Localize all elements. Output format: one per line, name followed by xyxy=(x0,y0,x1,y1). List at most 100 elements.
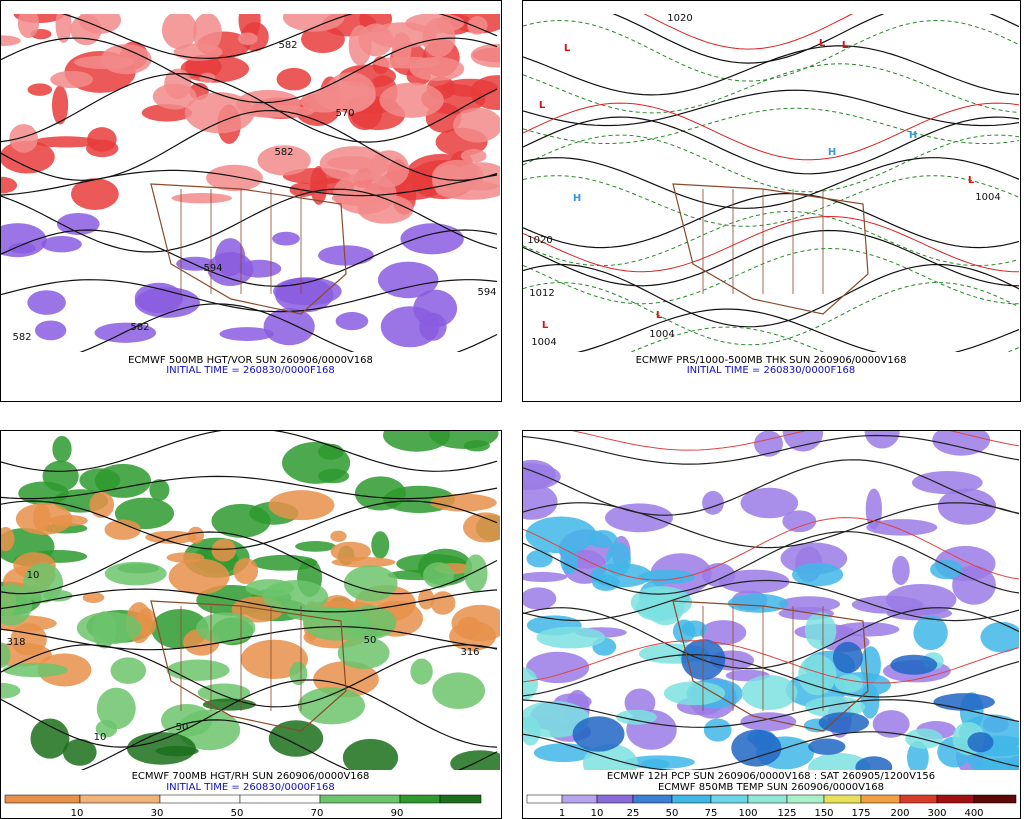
contour xyxy=(61,14,498,60)
field-blob xyxy=(94,322,157,343)
contour xyxy=(523,502,1019,549)
map-label: L xyxy=(842,40,849,51)
field-blob xyxy=(33,503,51,532)
field-blob xyxy=(912,470,983,495)
field-blob xyxy=(572,716,625,752)
field-blob xyxy=(740,487,799,519)
field-blob xyxy=(161,14,198,50)
contour xyxy=(79,303,498,352)
colorbar-swatch xyxy=(747,794,788,804)
field-blob xyxy=(337,636,390,670)
colorbar-swatch xyxy=(596,794,634,804)
map-label: 10 xyxy=(27,570,40,581)
colorbar-swatch xyxy=(936,794,975,804)
field-blob xyxy=(606,542,631,577)
field-blob xyxy=(295,541,336,552)
map-label: L xyxy=(819,38,826,49)
field-blob xyxy=(432,672,486,710)
field-blob xyxy=(526,550,553,568)
field-blob xyxy=(257,145,311,176)
field-blob xyxy=(168,558,230,595)
contour xyxy=(1,188,498,253)
field-blob xyxy=(206,164,263,192)
contour xyxy=(1,431,498,472)
field-blob xyxy=(808,738,846,755)
temp-contour xyxy=(523,102,1019,161)
contour xyxy=(523,699,1019,728)
field-blob xyxy=(523,463,561,491)
field-blob xyxy=(641,758,670,770)
field-blob xyxy=(536,626,606,649)
colorbar-swatch xyxy=(786,794,825,804)
field-blob xyxy=(855,756,893,770)
map-label: 594 xyxy=(477,287,496,298)
contour xyxy=(523,263,1019,328)
colorbar-label: 200 xyxy=(890,808,909,819)
field-blob xyxy=(192,14,222,53)
field-blob xyxy=(605,503,673,533)
field-blob xyxy=(104,561,167,586)
contour xyxy=(523,229,1019,287)
colorbar-swatch xyxy=(159,794,241,804)
map-label: L xyxy=(564,43,571,54)
colorbar-label: 50 xyxy=(231,808,244,819)
contour xyxy=(1,531,498,595)
map-label: 582 xyxy=(130,322,149,333)
colorbar-swatch xyxy=(319,794,401,804)
caption: ECMWF 500MB HGT/VOR SUN 260906/0000V168 xyxy=(128,355,373,366)
contour xyxy=(523,434,1019,465)
map-label: 50 xyxy=(176,722,189,733)
map-label: 570 xyxy=(335,108,354,119)
field-blob xyxy=(1,642,11,668)
field-blob xyxy=(523,700,590,738)
colorbar-label: 90 xyxy=(391,808,404,819)
colorbar-swatch xyxy=(632,794,673,804)
thickness-contour xyxy=(523,247,1019,305)
thickness-contour xyxy=(523,107,1019,144)
field-blob xyxy=(1,584,33,626)
field-blob xyxy=(719,569,790,594)
field-blob xyxy=(804,612,837,650)
field-blob xyxy=(51,85,69,125)
field-blob xyxy=(523,571,568,582)
colorbar-swatch xyxy=(710,794,749,804)
field-blob xyxy=(303,607,370,641)
field-blob xyxy=(703,718,732,742)
field-blob xyxy=(268,720,324,757)
contour xyxy=(1,588,498,613)
field-blob xyxy=(798,654,837,696)
field-blob xyxy=(663,681,726,706)
colorbar-swatch xyxy=(561,794,598,804)
map-label: H xyxy=(828,147,836,158)
field-blob xyxy=(410,658,433,685)
contour xyxy=(1,279,498,313)
thickness-contour xyxy=(523,281,1019,346)
colorbar-swatch xyxy=(973,794,1017,804)
field-blob xyxy=(400,223,464,255)
contour xyxy=(1,644,498,708)
field-blob xyxy=(207,251,254,287)
contour xyxy=(523,579,1019,622)
map-label: L xyxy=(656,310,663,321)
field-blob xyxy=(937,488,997,525)
field-blob xyxy=(343,565,398,602)
contour xyxy=(523,459,1019,516)
field-blob xyxy=(110,657,147,684)
field-blob xyxy=(164,68,192,100)
contour xyxy=(523,530,1019,595)
field-blob xyxy=(890,654,938,675)
field-blob xyxy=(523,483,558,520)
map-label: 594 xyxy=(203,263,222,274)
contour xyxy=(523,157,1019,209)
field-blob xyxy=(523,587,557,610)
field-blob xyxy=(331,556,396,568)
map-label: H xyxy=(909,130,917,141)
contour xyxy=(1,475,498,500)
field-blob xyxy=(82,592,105,603)
field-blob xyxy=(808,752,871,770)
field-blob xyxy=(318,245,374,266)
contour xyxy=(1,229,498,287)
colorbar-swatch xyxy=(239,794,321,804)
colorbar-label: 100 xyxy=(738,808,757,819)
thickness-contour xyxy=(523,63,1019,114)
